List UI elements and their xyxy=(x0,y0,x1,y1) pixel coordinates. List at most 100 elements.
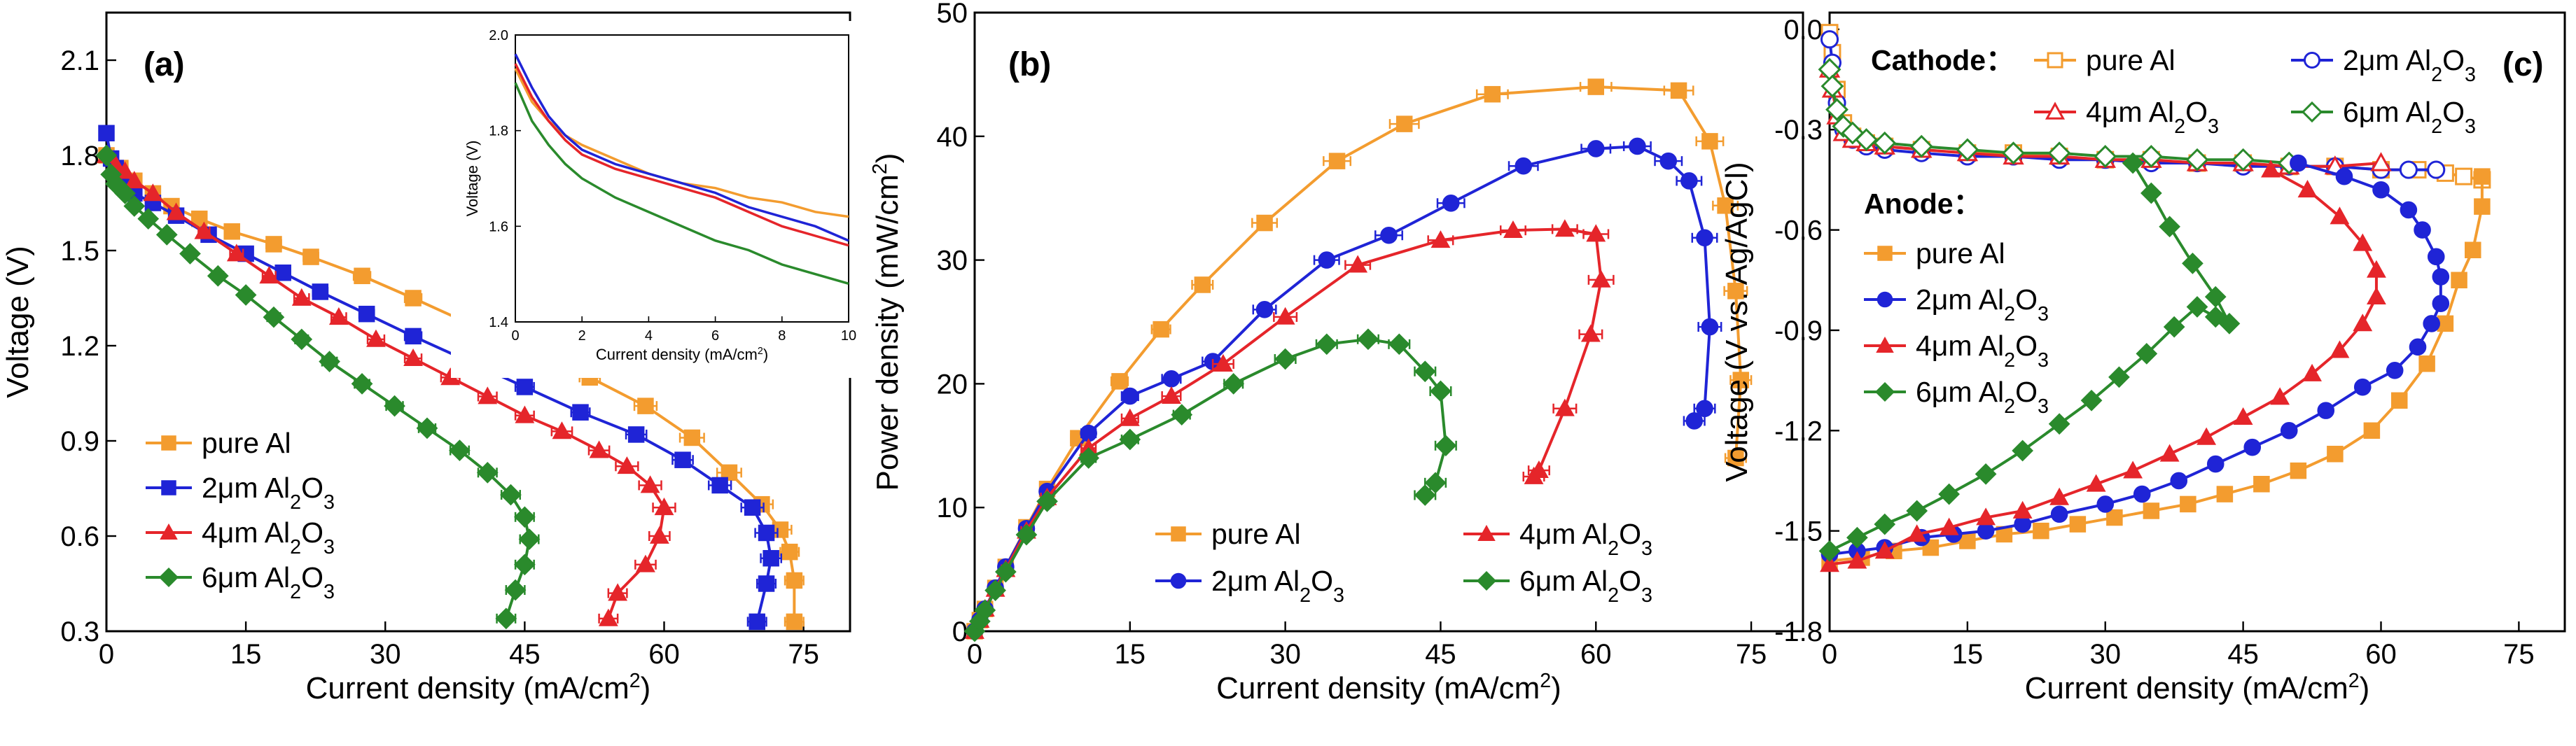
x-tick-label: 15 xyxy=(230,639,262,670)
data-point xyxy=(1388,333,1410,356)
data-point xyxy=(1820,554,1839,572)
data-point xyxy=(114,183,136,204)
data-point xyxy=(1732,372,1750,388)
legend-marker xyxy=(2045,101,2066,120)
y-tick-label: 30 xyxy=(937,246,968,276)
subscript: 2 xyxy=(2431,64,2442,86)
data-point xyxy=(1274,348,1296,370)
x-tick-label: 0 xyxy=(1822,639,1837,670)
text-run: O xyxy=(2015,376,2038,408)
x-tick-label: 15 xyxy=(1115,639,1146,670)
data-point xyxy=(2414,221,2431,239)
legend-label: pure Al xyxy=(202,427,291,459)
data-point xyxy=(1121,387,1139,405)
data-point xyxy=(98,125,115,142)
data-point xyxy=(403,348,423,367)
legend-marker xyxy=(1874,381,1895,402)
data-point xyxy=(1153,321,1169,338)
legend-label: 2μm Al2O3 xyxy=(2343,44,2476,86)
text-run: Current density (mA/cm xyxy=(596,346,758,363)
data-point xyxy=(2290,462,2307,479)
text-run: 2μm Al xyxy=(2343,44,2431,76)
legend-marker xyxy=(161,480,176,495)
data-point xyxy=(263,306,285,328)
data-point xyxy=(2455,167,2473,185)
data-point xyxy=(405,290,422,307)
data-point xyxy=(2108,366,2130,388)
data-point xyxy=(476,461,499,484)
data-point xyxy=(124,171,144,189)
data-point xyxy=(654,498,674,516)
y-tick-label: 1.6 xyxy=(489,219,508,234)
panel-c: 0 15 30 45 60 75 0.0 -0.3 -0.6 -0.9 -1.2 -1.5 -1.8 Cu… xyxy=(1720,11,2566,705)
legend-label: 6μm Al2O3 xyxy=(1916,376,2049,418)
y-tick-label: 2.0 xyxy=(489,28,508,43)
data-point xyxy=(2136,343,2158,365)
y-tick-label: -0.6 xyxy=(1774,216,1823,246)
data-point xyxy=(2143,502,2160,519)
data-point xyxy=(1119,428,1141,451)
data-point xyxy=(1430,380,1451,402)
data-point xyxy=(2399,160,2418,179)
data-point xyxy=(312,283,329,300)
legend-label: 4μm Al2O3 xyxy=(1519,518,1652,560)
text-run: Current density (mA/cm xyxy=(306,671,629,705)
data-point xyxy=(504,579,527,601)
subscript: 2 xyxy=(2004,349,2015,372)
data-point xyxy=(1956,138,1979,162)
data-point xyxy=(2080,389,2103,411)
data-point xyxy=(786,613,803,631)
superscript: 2 xyxy=(629,670,641,692)
data-point xyxy=(674,451,691,468)
panel-label: (b) xyxy=(1008,46,1051,83)
superscript: 2 xyxy=(758,346,763,357)
data-point xyxy=(2317,402,2335,419)
text-run: ) xyxy=(763,346,768,363)
legend-marker xyxy=(1170,572,1187,589)
data-point xyxy=(2302,363,2322,381)
legend-label: pure Al xyxy=(1211,518,1301,550)
data-point xyxy=(995,561,1017,583)
data-point xyxy=(1435,435,1457,457)
data-point xyxy=(1874,541,1895,559)
x-tick-label: 30 xyxy=(370,639,401,670)
data-point xyxy=(2159,216,2180,238)
text-run: O xyxy=(2185,96,2208,128)
data-point xyxy=(514,554,536,576)
text-run: O xyxy=(2015,283,2038,316)
data-point xyxy=(2196,427,2217,445)
data-point xyxy=(772,521,789,538)
data-point xyxy=(2432,268,2450,286)
data-point xyxy=(1906,500,1928,522)
panel-b: 0 15 30 45 60 75 0 10 20 30 40 50 Current density (m… xyxy=(869,0,1804,705)
text-run: 2μm Al xyxy=(202,472,290,504)
data-point xyxy=(2218,313,2241,335)
data-point xyxy=(1554,219,1575,237)
x-tick-label: 0 xyxy=(967,639,982,670)
data-point xyxy=(516,379,534,395)
data-point xyxy=(1909,134,1933,158)
y-tick-label: 20 xyxy=(937,369,968,400)
data-point xyxy=(1078,447,1100,469)
panel-label: (a) xyxy=(144,46,185,83)
data-point xyxy=(155,223,178,246)
data-point xyxy=(1554,398,1575,416)
data-point xyxy=(2106,509,2123,526)
data-point xyxy=(640,475,660,493)
legend-label: pure Al xyxy=(1916,237,2005,269)
y-tick-label: 1.5 xyxy=(60,236,99,267)
text-run: O xyxy=(301,561,323,593)
data-point xyxy=(514,506,536,528)
data-point xyxy=(2204,286,2227,308)
x-tick-label: 60 xyxy=(1580,639,1612,670)
data-point xyxy=(2140,182,2162,204)
superscript: 2 xyxy=(869,163,891,174)
subscript: 2 xyxy=(1300,584,1311,607)
subscript: 2 xyxy=(290,491,301,514)
legend-marker xyxy=(1877,291,1893,308)
x-tick-label: 45 xyxy=(2227,639,2259,670)
data-point xyxy=(572,404,589,421)
text-run: 6μm Al xyxy=(2343,96,2431,128)
data-point xyxy=(2391,392,2408,409)
